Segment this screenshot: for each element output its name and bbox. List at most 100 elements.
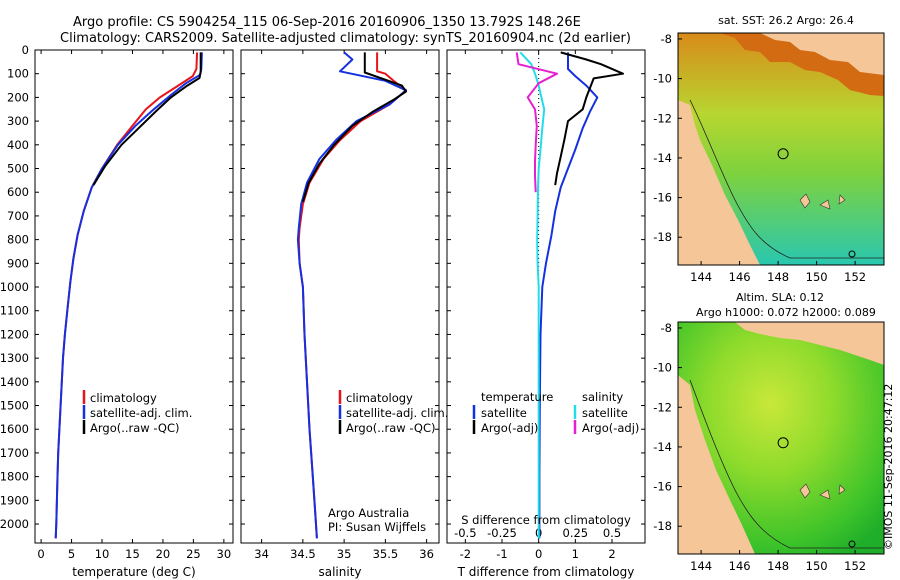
x-tick-label: 35 <box>337 547 352 561</box>
title-line-2: Climatology: CARS2009. Satellite-adjuste… <box>60 31 631 46</box>
credit-argo-australia: Argo Australia <box>328 506 409 520</box>
depth-axis-ticks: 0 100 200 300 400 500 600 700 800 900 1000 1100 1200… <box>0 43 233 531</box>
x-tick-label: -2 <box>460 547 471 561</box>
x-tick-label: 0 <box>37 547 44 561</box>
lat-tick-label: -16 <box>653 480 672 494</box>
series-line-argo-raw-qc- <box>301 52 407 202</box>
salinity-legend: climatology satellite-adj. clim. Argo(..… <box>338 390 448 435</box>
legend-t-satellite: satellite <box>481 406 527 420</box>
salinity-series <box>296 51 407 539</box>
lon-tick-label: 152 <box>844 270 866 284</box>
x-tick-label: 15 <box>125 547 140 561</box>
sla-land-png <box>735 322 884 365</box>
lon-tick-label: 152 <box>844 559 866 573</box>
x-tick-label: 36 <box>419 547 434 561</box>
credit-pi: PI: Susan Wijffels <box>328 520 426 534</box>
sla-argo-position-marker <box>777 437 789 449</box>
sst-reference-marker <box>848 250 856 258</box>
depth-tick-label: 1300 <box>0 351 29 365</box>
difference-series <box>515 51 624 539</box>
x-tick-label: 35.5 <box>373 547 399 561</box>
legend-climatology: climatology <box>346 391 413 405</box>
lat-tick-label: -14 <box>653 440 672 454</box>
lat-tick-label: -18 <box>653 519 672 533</box>
lat-tick-label: -8 <box>661 32 672 46</box>
lat-tick-label: -10 <box>653 72 672 86</box>
difference-legend: temperature satellite Argo(-adj) salinit… <box>472 390 639 435</box>
series-line-t-argo-adj- <box>554 51 624 186</box>
legend-temperature-title: temperature <box>481 390 553 404</box>
legend-argo: Argo(..raw -QC) <box>346 421 436 435</box>
salinity-x-ticks: 34 34.5 35 35.5 36 <box>254 50 434 561</box>
lat-tick-label: -14 <box>653 151 672 165</box>
lat-tick-label: -16 <box>653 191 672 205</box>
depth-tick-label: 300 <box>7 114 29 128</box>
lon-tick-label: 148 <box>767 559 789 573</box>
lat-tick-label: -12 <box>653 400 672 414</box>
lon-tick-label: 146 <box>729 270 751 284</box>
legend-salinity-title: salinity <box>582 390 623 404</box>
x-tick-label: 25 <box>186 547 201 561</box>
sla-map-title-2: Argo h1000: 0.072 h2000: 0.089 <box>696 306 876 319</box>
sst-map: sat. SST: 26.2 Argo: 26.4 144 146 148 150 15… <box>653 14 885 284</box>
difference-axes <box>446 49 646 544</box>
series-line-argo-raw-qc- <box>92 52 202 186</box>
depth-tick-label: 600 <box>7 185 29 199</box>
x-tick-label: 10 <box>95 547 110 561</box>
legend-satellite: satellite-adj. clim. <box>346 406 448 420</box>
temperature-x-ticks: 0 5 10 15 20 25 30 <box>37 50 231 561</box>
sla-map-title-1: Altim. SLA: 0.12 <box>736 291 824 304</box>
lon-tick-label: 148 <box>767 270 789 284</box>
series-line-s-argo-adj- <box>515 52 558 193</box>
sla-map: Altim. SLA: 0.12 Argo h1000: 0.072 h2000… <box>653 291 885 573</box>
sst-reefs <box>799 193 846 210</box>
sla-reference-marker <box>848 540 856 548</box>
lon-tick-label: 150 <box>806 270 828 284</box>
sst-shelf-contour <box>689 99 884 259</box>
temperature-series <box>54 52 203 539</box>
salinity-difference-ticks: -0.5 -0.25 0 0.25 0.5 <box>454 526 621 540</box>
depth-tick-label: 2000 <box>0 517 29 531</box>
depth-tick-label: 1600 <box>0 422 29 436</box>
depth-tick-label: 1000 <box>0 280 29 294</box>
sst-map-frame <box>677 32 885 266</box>
legend-s-satellite: satellite <box>582 406 628 420</box>
depth-tick-label: 0 <box>22 43 29 57</box>
depth-tick-label: 500 <box>7 162 29 176</box>
lon-tick-label: 150 <box>806 559 828 573</box>
temperature-panel: 0100200300400500600700800900100011001200… <box>0 43 234 579</box>
lon-tick-label: 144 <box>690 559 712 573</box>
sst-lat-ticks: -8 -10 -12 -14 -16 -18 <box>653 32 682 244</box>
depth-tick-label: 800 <box>7 233 29 247</box>
sst-argo-position-marker <box>777 148 789 160</box>
difference-panel: -2 -1 0 1 2 -0.5 -0.25 0 0.25 0.5 T difference f… <box>446 49 646 579</box>
salinity-axes <box>240 49 440 544</box>
x-tick-label: 30 <box>217 547 232 561</box>
x-tick-label: 20 <box>156 547 171 561</box>
difference-x-ticks: -2 -1 0 1 2 <box>460 50 616 561</box>
legend-t-argo: Argo(-adj) <box>481 421 538 435</box>
depth-tick-label: 1100 <box>0 304 29 318</box>
s-tick-label: 0.5 <box>603 526 621 540</box>
legend-argo: Argo(..raw -QC) <box>90 421 180 435</box>
sla-reefs <box>799 483 846 500</box>
sst-lon-ticks: 144 146 148 150 152 <box>690 261 866 284</box>
lon-tick-label: 144 <box>690 270 712 284</box>
temperature-xlabel: temperature (deg C) <box>72 565 195 579</box>
series-line-t-satellite <box>538 52 599 539</box>
s-tick-label: 0.25 <box>563 526 589 540</box>
s-difference-label: S difference from climatology <box>461 513 631 527</box>
lat-tick-label: -12 <box>653 111 672 125</box>
depth-tick-label: 1200 <box>0 327 29 341</box>
series-line-s-satellite <box>519 51 546 539</box>
x-tick-label: 1 <box>572 547 579 561</box>
depth-tick-label: 400 <box>7 138 29 152</box>
temperature-axes <box>34 49 234 544</box>
imos-credit: ©IMOS 11-Sep-2016 20:47:12 <box>882 384 895 550</box>
depth-tick-label: 1900 <box>0 493 29 507</box>
sla-lon-ticks: 144 146 148 150 152 <box>690 550 866 573</box>
x-tick-label: 2 <box>608 547 615 561</box>
sla-lat-ticks: -8 -10 -12 -14 -16 -18 <box>653 321 682 533</box>
s-tick-label: -0.25 <box>487 526 517 540</box>
